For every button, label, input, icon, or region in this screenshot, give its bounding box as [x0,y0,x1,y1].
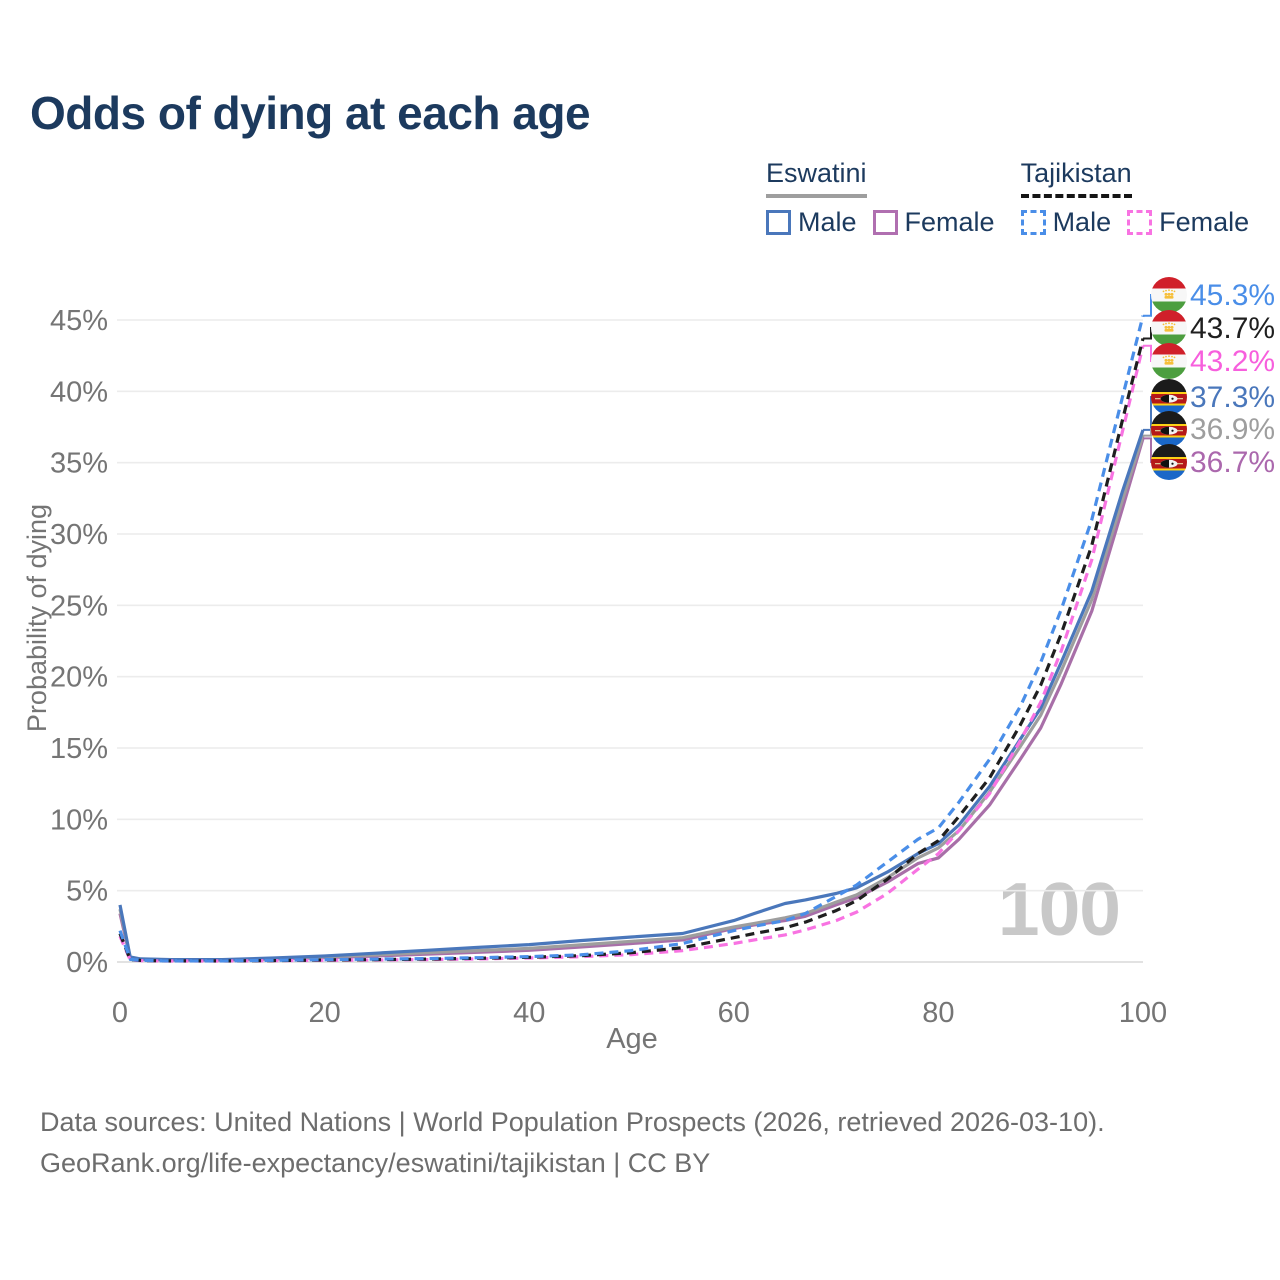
legend-item-tajikistan-female[interactable]: Female [1127,207,1249,238]
x-axis-ticks: 0 20 40 60 80 100 [112,997,1167,1029]
legend-items-tajikistan: Male Female [1020,207,1249,238]
y-tick-label: 20% [50,662,108,694]
legend-group-eswatini: Eswatini Male Female [766,158,995,238]
legend-group-tajikistan: Tajikistan Male Female [1020,158,1249,238]
series-line-tajikistan-female[interactable] [118,345,1145,963]
legend-swatch-tajikistan-male [1020,210,1046,235]
page-title: Odds of dying at each age [30,87,591,139]
end-label-value-tajikistan-male[interactable]: 45.3% [1190,279,1275,312]
end-label-value-eswatini-female[interactable]: 36.7% [1190,446,1275,479]
legend: Eswatini Male Female Tajikistan Male [766,158,1249,238]
legend-item-eswatini-female[interactable]: Female [872,207,995,238]
series-line-eswatini-male[interactable] [118,429,1145,962]
gridlines [117,319,1143,963]
legend-header-eswatini[interactable]: Eswatini [766,158,867,198]
series-line-eswatini-both[interactable] [118,435,1145,962]
end-label-value-eswatini-both[interactable]: 36.9% [1190,413,1275,446]
y-axis-title: Probability of dying [22,504,52,732]
end-label-value-tajikistan-female[interactable]: 43.2% [1190,345,1275,378]
legend-label-eswatini-female: Female [904,207,995,237]
eswatini-flag-icon [1151,379,1187,415]
y-tick-label: 15% [50,733,108,765]
age-indicator-watermark: 100 [997,867,1121,951]
tajikistan-flag-icon [1151,343,1187,379]
x-tick-label: 60 [718,997,750,1029]
line-chart: 0% 5% 10% 15% 20% 25% 30% 35% 40% 45% 0 20 40 60 80 10… [22,277,1275,1055]
legend-item-eswatini-male[interactable]: Male [766,207,857,238]
x-tick-label: 40 [513,997,545,1029]
eswatini-flag-icon [1151,411,1187,447]
series-line-tajikistan-male[interactable] [118,315,1145,963]
data-sources-line2: GeoRank.org/life-expectancy/eswatini/taj… [40,1147,711,1178]
series-lines [118,315,1145,963]
x-tick-label: 20 [308,997,340,1029]
tajikistan-flag-icon [1151,310,1187,346]
y-axis-ticks: 0% 5% 10% 15% 20% 25% 30% 35% 40% 45% [50,305,108,979]
legend-swatch-eswatini-female [872,210,898,235]
eswatini-flag-icon [1151,444,1187,480]
series-end-labels: 45.3%43.7%43.2%37.3%36.9%36.7% [1143,277,1275,480]
x-tick-label: 80 [922,997,954,1029]
y-tick-label: 45% [50,305,108,337]
y-tick-label: 5% [66,876,108,908]
data-sources: Data sources: United Nations | World Pop… [40,1102,1105,1183]
x-tick-label: 0 [112,997,128,1029]
legend-label-tajikistan-male: Male [1052,207,1112,237]
y-tick-label: 0% [66,947,108,979]
legend-items-eswatini: Male Female [766,207,995,238]
x-tick-label: 100 [1119,997,1167,1029]
y-tick-label: 40% [50,376,108,408]
y-tick-label: 30% [50,519,108,551]
legend-swatch-eswatini-male [766,210,791,235]
end-label-value-tajikistan-both[interactable]: 43.7% [1190,312,1275,345]
tajikistan-flag-icon [1151,277,1187,313]
end-label-value-eswatini-male[interactable]: 37.3% [1190,381,1275,414]
legend-swatch-tajikistan-female [1127,210,1153,235]
data-sources-line1: Data sources: United Nations | World Pop… [40,1107,1105,1137]
y-tick-label: 35% [50,448,108,480]
legend-header-tajikistan[interactable]: Tajikistan [1020,158,1132,198]
x-axis-title: Age [606,1023,658,1055]
series-line-eswatini-female[interactable] [118,437,1145,962]
legend-label-eswatini-male: Male [798,207,857,237]
legend-item-tajikistan-male[interactable]: Male [1020,207,1112,238]
y-tick-label: 25% [50,590,108,622]
y-tick-label: 10% [50,804,108,836]
legend-label-tajikistan-female: Female [1159,207,1250,237]
series-line-tajikistan-both[interactable] [118,338,1145,963]
